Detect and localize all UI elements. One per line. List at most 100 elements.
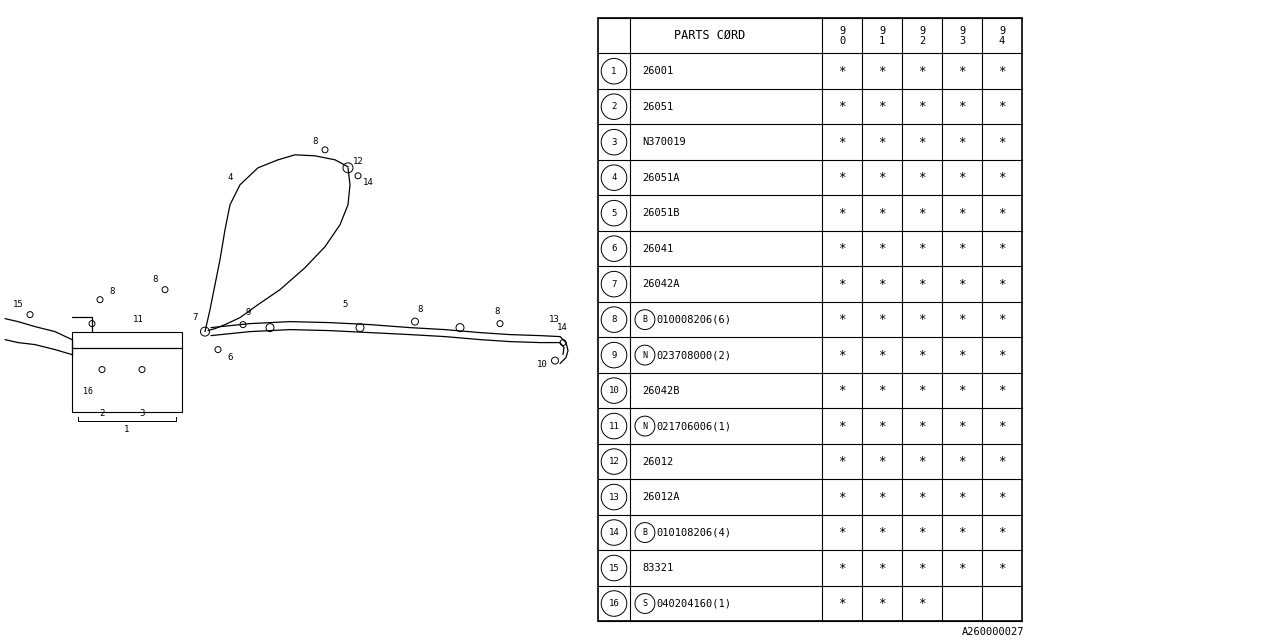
Text: *: * xyxy=(838,100,846,113)
Bar xyxy=(72,332,182,412)
Text: 10: 10 xyxy=(536,360,548,369)
Text: *: * xyxy=(959,420,965,433)
Text: *: * xyxy=(918,242,925,255)
Circle shape xyxy=(602,413,627,439)
Text: 13: 13 xyxy=(608,493,620,502)
Circle shape xyxy=(411,318,419,325)
Text: *: * xyxy=(998,278,1006,291)
Circle shape xyxy=(552,357,558,364)
Text: *: * xyxy=(838,384,846,397)
Text: *: * xyxy=(878,561,886,575)
Circle shape xyxy=(602,449,627,474)
Text: 14: 14 xyxy=(557,323,567,332)
Text: 7: 7 xyxy=(612,280,617,289)
Text: 10: 10 xyxy=(608,386,620,395)
Text: 6: 6 xyxy=(228,353,233,362)
Circle shape xyxy=(561,340,566,346)
Circle shape xyxy=(27,312,33,317)
Text: 9
2: 9 2 xyxy=(919,26,925,45)
Bar xyxy=(598,18,1021,621)
Circle shape xyxy=(201,327,210,336)
Text: 15: 15 xyxy=(13,300,23,309)
Text: *: * xyxy=(838,561,846,575)
Text: *: * xyxy=(878,526,886,539)
Circle shape xyxy=(635,345,655,365)
Text: 83321: 83321 xyxy=(643,563,673,573)
Text: 8: 8 xyxy=(417,305,422,314)
Circle shape xyxy=(355,173,361,179)
Text: *: * xyxy=(998,207,1006,220)
Text: *: * xyxy=(918,561,925,575)
Circle shape xyxy=(140,367,145,372)
Text: PARTS CØRD: PARTS CØRD xyxy=(675,29,746,42)
Text: 010108206(4): 010108206(4) xyxy=(655,527,731,538)
Text: 11: 11 xyxy=(133,315,143,324)
Text: *: * xyxy=(998,349,1006,362)
Text: *: * xyxy=(878,242,886,255)
Text: 8: 8 xyxy=(152,275,157,284)
Text: *: * xyxy=(918,278,925,291)
Text: 11: 11 xyxy=(608,422,620,431)
Circle shape xyxy=(343,163,353,173)
Text: 010008206(6): 010008206(6) xyxy=(655,315,731,324)
Text: 16: 16 xyxy=(83,387,93,396)
Text: *: * xyxy=(878,349,886,362)
Text: 8: 8 xyxy=(312,138,317,147)
Text: *: * xyxy=(838,597,846,610)
Text: 2: 2 xyxy=(100,409,105,418)
Circle shape xyxy=(602,520,627,545)
Text: 4: 4 xyxy=(228,173,233,182)
Text: 26012A: 26012A xyxy=(643,492,680,502)
Circle shape xyxy=(635,523,655,543)
Text: 5: 5 xyxy=(612,209,617,218)
Text: N: N xyxy=(643,351,648,360)
Text: *: * xyxy=(918,455,925,468)
Text: 9: 9 xyxy=(246,308,251,317)
Text: *: * xyxy=(838,278,846,291)
Circle shape xyxy=(602,342,627,368)
Text: *: * xyxy=(918,384,925,397)
Circle shape xyxy=(602,165,627,191)
Text: *: * xyxy=(918,171,925,184)
Text: 1: 1 xyxy=(124,425,129,434)
Text: *: * xyxy=(878,278,886,291)
Text: *: * xyxy=(959,490,965,504)
Text: *: * xyxy=(998,455,1006,468)
Text: *: * xyxy=(998,100,1006,113)
Text: *: * xyxy=(838,420,846,433)
Text: *: * xyxy=(878,384,886,397)
Text: 9
3: 9 3 xyxy=(959,26,965,45)
Text: *: * xyxy=(959,313,965,326)
Text: *: * xyxy=(918,313,925,326)
Text: 2: 2 xyxy=(612,102,617,111)
Text: 26042B: 26042B xyxy=(643,385,680,396)
Text: *: * xyxy=(838,349,846,362)
Text: B: B xyxy=(643,315,648,324)
Text: *: * xyxy=(878,207,886,220)
Text: *: * xyxy=(878,313,886,326)
Circle shape xyxy=(602,378,627,403)
Text: *: * xyxy=(959,136,965,148)
Text: *: * xyxy=(998,136,1006,148)
Text: 1: 1 xyxy=(612,67,617,76)
Circle shape xyxy=(602,556,627,581)
Text: 14: 14 xyxy=(362,179,374,188)
Text: 26051B: 26051B xyxy=(643,208,680,218)
Text: 9: 9 xyxy=(612,351,617,360)
Text: *: * xyxy=(998,526,1006,539)
Text: *: * xyxy=(918,100,925,113)
Text: *: * xyxy=(998,65,1006,77)
Text: *: * xyxy=(838,313,846,326)
Circle shape xyxy=(215,347,221,353)
Text: *: * xyxy=(959,242,965,255)
Text: *: * xyxy=(838,207,846,220)
Text: 26012: 26012 xyxy=(643,456,673,467)
Text: 021706006(1): 021706006(1) xyxy=(655,421,731,431)
Circle shape xyxy=(602,129,627,155)
Text: *: * xyxy=(838,526,846,539)
Text: *: * xyxy=(918,420,925,433)
Circle shape xyxy=(635,593,655,614)
Text: 26001: 26001 xyxy=(643,66,673,76)
Text: N370019: N370019 xyxy=(643,137,686,147)
Text: 6: 6 xyxy=(612,244,617,253)
